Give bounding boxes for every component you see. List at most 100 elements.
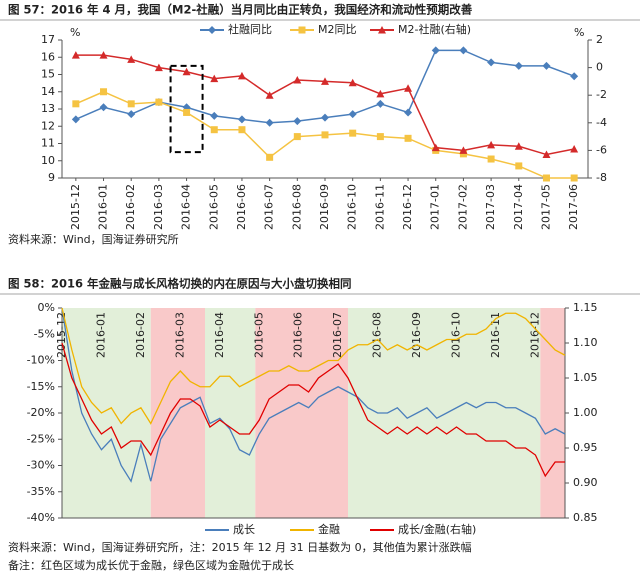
data-point <box>570 145 579 153</box>
data-point <box>514 142 523 150</box>
series-line <box>61 307 566 425</box>
data-point <box>71 51 80 59</box>
data-point <box>459 146 468 154</box>
data-point <box>376 99 385 108</box>
y2-tick-label: 1.05 <box>573 371 598 384</box>
y-tick-label: -40% <box>27 511 55 524</box>
data-point <box>237 71 246 80</box>
x-tick-label: 2016-07 <box>331 312 344 358</box>
x-tick-label: 2016-11 <box>373 184 386 230</box>
data-point <box>515 162 523 170</box>
x-tick-label: 2016-02 <box>124 184 137 230</box>
y-tick-label: -30% <box>27 459 55 472</box>
data-point <box>542 61 551 70</box>
y-tick-label: -15% <box>27 380 55 393</box>
legend-label: 成长 <box>233 523 255 536</box>
series-line <box>61 342 565 478</box>
series-line <box>75 49 575 124</box>
data-point <box>127 110 136 119</box>
x-tick-label: 2016-09 <box>410 312 423 358</box>
y2-tick-label: 1.15 <box>573 301 598 314</box>
legend-label: 社融同比 <box>228 22 272 36</box>
data-point <box>459 46 468 55</box>
data-point <box>570 72 579 81</box>
shaded-region <box>62 308 151 518</box>
data-point <box>238 126 246 134</box>
data-point <box>376 89 385 98</box>
series-line <box>61 307 566 483</box>
x-tick-label: 2017-03 <box>484 184 497 230</box>
legend-label: 金融 <box>318 522 340 536</box>
y-tick-label: 17 <box>41 33 55 46</box>
data-point <box>210 126 218 134</box>
data-point <box>210 111 219 120</box>
x-tick-label: 2016-04 <box>213 312 226 358</box>
remark-note: 备注：红色区域为成长优于金融，绿色区域为金融优于成长 <box>8 558 294 572</box>
x-tick-label: 2016-10 <box>450 312 463 358</box>
x-tick-label: 2016-07 <box>263 184 276 230</box>
data-point <box>487 58 496 67</box>
data-point <box>210 74 219 83</box>
data-point <box>321 113 329 122</box>
data-point <box>155 98 163 106</box>
y2-tick-label: 1.00 <box>573 406 598 419</box>
x-tick-label: 2017-04 <box>512 184 525 230</box>
data-point <box>71 115 80 124</box>
data-point <box>404 134 412 142</box>
y-tick-label: -35% <box>27 485 55 498</box>
x-tick-label: 2016-05 <box>207 184 220 230</box>
x-tick-label: 2016-10 <box>346 184 359 230</box>
y-tick-label: 15 <box>41 68 55 81</box>
legend-marker <box>298 26 306 34</box>
data-point <box>293 117 302 126</box>
data-point <box>182 67 191 76</box>
data-point <box>487 140 496 149</box>
y2-tick-label: -2 <box>596 88 607 101</box>
y-tick-label: 9 <box>48 171 55 184</box>
y2-tick-label: 1.10 <box>573 336 598 349</box>
chart-title: 图 57：2016 年 4 月，我国（M2-社融）当月同比由正转负，我国经济和流… <box>8 3 473 17</box>
y-tick-label: -10% <box>27 354 55 367</box>
shaded-region <box>150 308 206 518</box>
data-point <box>348 110 357 119</box>
source-note: 资料来源：Wind，国海证券研究所，注：2015 年 12 月 31 日基数为 … <box>8 540 472 554</box>
x-tick-label: 2016-09 <box>318 184 331 230</box>
x-tick-label: 2017-05 <box>539 184 552 230</box>
legend-label: M2-社融(右轴) <box>398 22 471 36</box>
data-point <box>293 133 301 141</box>
x-tick-label: 2016-11 <box>489 312 502 358</box>
x-tick-label: 2017-01 <box>429 184 442 230</box>
y2-tick-label: 0.90 <box>573 476 598 489</box>
y-tick-label: -20% <box>27 406 55 419</box>
source-note: 资料来源：Wind，国海证券研究所 <box>8 232 179 246</box>
data-point <box>431 46 440 55</box>
y-tick-label: -25% <box>27 432 55 445</box>
y2-tick-label: -4 <box>596 116 607 129</box>
data-point <box>542 150 551 159</box>
y-tick-label: -5% <box>34 327 55 340</box>
x-tick-label: 2016-03 <box>173 312 186 358</box>
data-point <box>514 61 523 70</box>
x-tick-label: 2016-12 <box>401 184 414 230</box>
y-tick-label: 10 <box>41 154 55 167</box>
x-tick-label: 2016-06 <box>292 312 305 358</box>
data-point <box>348 78 357 87</box>
data-point <box>570 174 578 182</box>
data-point <box>321 131 329 139</box>
chart-title: 图 58：2016 年金融与成长风格切换的内在原因与大小盘切换相同 <box>8 277 352 291</box>
y2-tick-label: 0 <box>596 61 603 74</box>
data-point <box>404 84 413 92</box>
x-tick-label: 2016-02 <box>134 312 147 358</box>
y-tick-label: 0% <box>38 301 55 314</box>
data-point <box>293 76 302 84</box>
x-tick-label: 2016-03 <box>152 184 165 230</box>
legend-label: M2同比 <box>318 23 357 36</box>
data-point <box>154 63 163 72</box>
legend-marker <box>378 26 386 34</box>
y2-tick-label: 0.85 <box>573 511 598 524</box>
x-tick-label: 2016-12 <box>528 312 541 358</box>
data-point <box>376 133 384 141</box>
x-tick-label: 2016-01 <box>97 184 110 230</box>
y2-unit: % <box>574 26 584 39</box>
